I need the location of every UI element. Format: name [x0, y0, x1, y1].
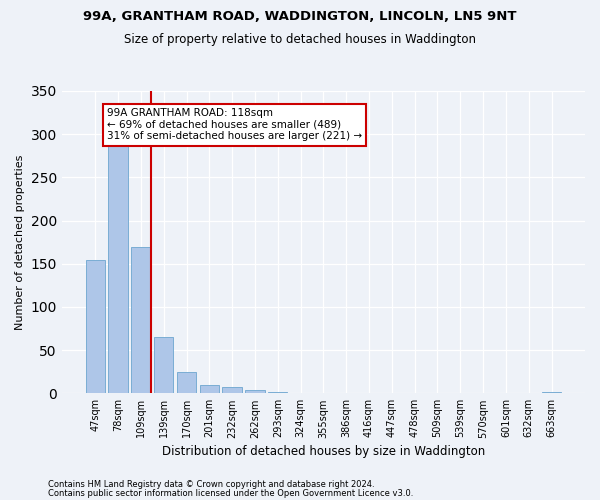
Text: Contains HM Land Registry data © Crown copyright and database right 2024.: Contains HM Land Registry data © Crown c…: [48, 480, 374, 489]
Text: 99A GRANTHAM ROAD: 118sqm
← 69% of detached houses are smaller (489)
31% of semi: 99A GRANTHAM ROAD: 118sqm ← 69% of detac…: [107, 108, 362, 142]
Text: Contains public sector information licensed under the Open Government Licence v3: Contains public sector information licen…: [48, 489, 413, 498]
Text: Size of property relative to detached houses in Waddington: Size of property relative to detached ho…: [124, 32, 476, 46]
Bar: [245, 390, 265, 394]
Bar: [154, 337, 173, 394]
Text: 99A, GRANTHAM ROAD, WADDINGTON, LINCOLN, LN5 9NT: 99A, GRANTHAM ROAD, WADDINGTON, LINCOLN,…: [83, 10, 517, 23]
Bar: [177, 372, 196, 394]
Bar: [223, 388, 242, 394]
Bar: [109, 146, 128, 394]
X-axis label: Distribution of detached houses by size in Waddington: Distribution of detached houses by size …: [162, 444, 485, 458]
Bar: [542, 392, 561, 394]
Bar: [200, 384, 219, 394]
Y-axis label: Number of detached properties: Number of detached properties: [15, 154, 25, 330]
Bar: [268, 392, 287, 394]
Bar: [86, 260, 105, 394]
Bar: [131, 248, 151, 394]
